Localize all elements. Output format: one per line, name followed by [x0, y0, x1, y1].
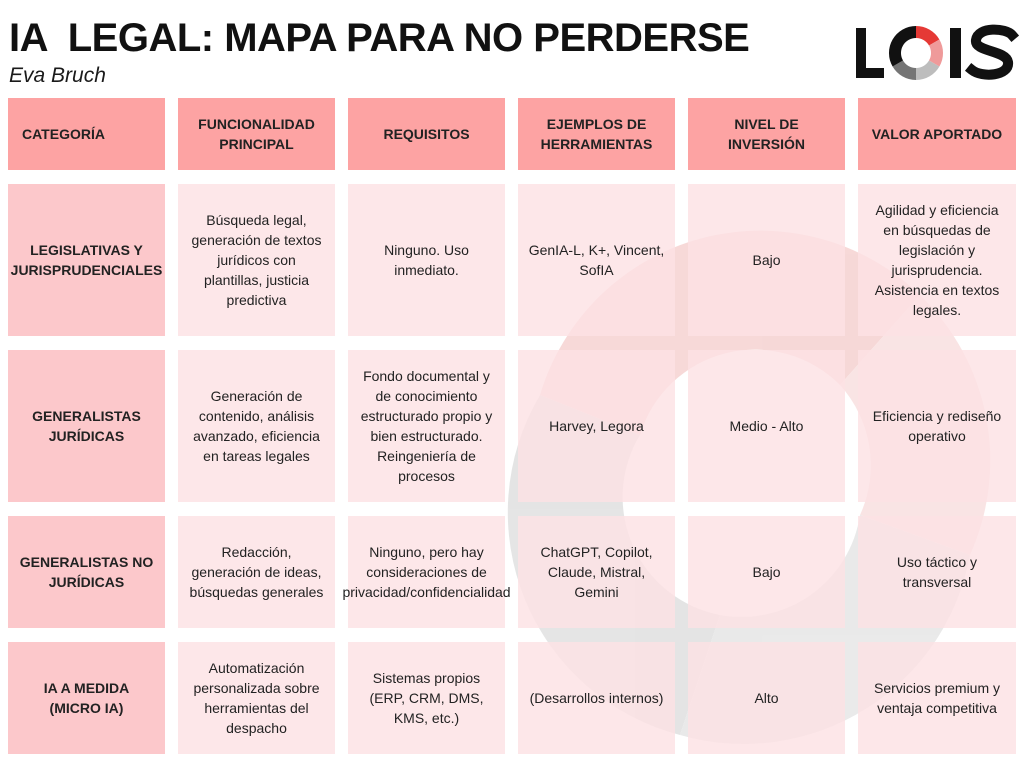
header-ejemplos: EJEMPLOS DE HERRAMIENTAS	[518, 98, 675, 170]
row-1-requisitos: Ninguno. Uso inmediato.	[348, 184, 505, 336]
row-4-requisitos: Sistemas propios (ERP, CRM, DMS, KMS, et…	[348, 642, 505, 754]
row-1-ejemplos: GenIA-L, K+, Vincent, SofIA	[518, 184, 675, 336]
header-valor: VALOR APORTADO	[858, 98, 1016, 170]
row-1-valor: Agilidad y eficiencia en búsquedas de le…	[858, 184, 1016, 336]
row-2-valor: Eficiencia y rediseño operativo	[858, 350, 1016, 502]
row-3-valor: Uso táctico y transversal	[858, 516, 1016, 628]
lois-logo	[856, 24, 1019, 81]
row-3-inversion: Bajo	[688, 516, 845, 628]
row-4-ejemplos: (Desarrollos internos)	[518, 642, 675, 754]
row-2-categoria: GENERALISTAS JURÍDICAS	[8, 350, 165, 502]
page-title: IA LEGAL: MAPA PARA NO PERDERSE	[9, 16, 750, 60]
row-2-ejemplos: Harvey, Legora	[518, 350, 675, 502]
row-4-funcionalidad: Automatización personalizada sobre herra…	[178, 642, 335, 754]
row-4-valor: Servicios premium y ventaja competitiva	[858, 642, 1016, 754]
row-2-funcionalidad: Generación de contenido, análisis avanza…	[178, 350, 335, 502]
row-3-categoria: GENERALISTAS NO JURÍDICAS	[8, 516, 165, 628]
row-2-requisitos: Fondo documental y de conocimiento estru…	[348, 350, 505, 502]
header-categoria: CATEGORÍA	[8, 98, 165, 170]
row-3-ejemplos: ChatGPT, Copilot, Claude, Mistral, Gemin…	[518, 516, 675, 628]
row-4-categoria: IA A MEDIDA (MICRO IA)	[8, 642, 165, 754]
row-4-inversion: Alto	[688, 642, 845, 754]
row-3-requisitos: Ninguno, pero hay consideraciones de pri…	[342, 516, 511, 628]
row-3-funcionalidad: Redacción, generación de ideas, búsqueda…	[178, 516, 335, 628]
row-1-funcionalidad: Búsqueda legal, generación de textos jur…	[178, 184, 335, 336]
row-1-categoria: LEGISLATIVAS Y JURISPRUDENCIALES	[8, 184, 165, 336]
row-2-inversion: Medio - Alto	[688, 350, 845, 502]
author-name: Eva Bruch	[9, 64, 106, 87]
row-1-inversion: Bajo	[688, 184, 845, 336]
header-requisitos: REQUISITOS	[348, 98, 505, 170]
header-inversion: NIVEL DE INVERSIÓN	[688, 98, 845, 170]
header-funcionalidad: FUNCIONALIDAD PRINCIPAL	[178, 98, 335, 170]
